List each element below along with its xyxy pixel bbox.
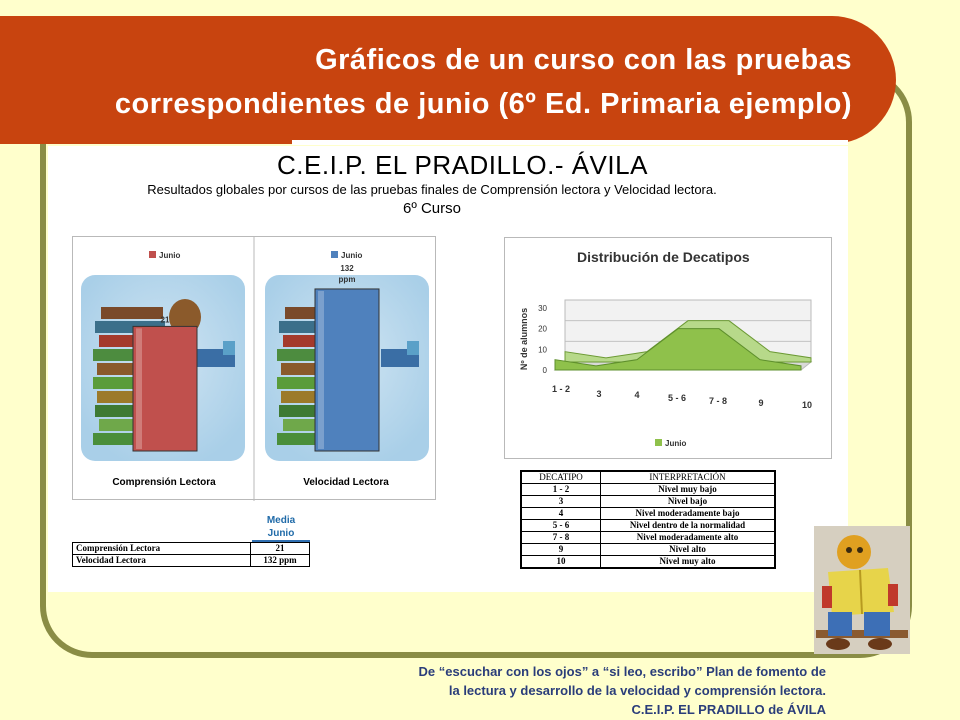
slide-footer: De “escuchar con los ojos” a “si leo, es… [419,662,826,719]
reading-child-illustration [814,526,910,654]
bar-charts-svg: Junio 21 Comprensión Lectora Junio 132 ppm Vel… [81,237,429,501]
legend-label: Junio [341,251,362,260]
x-tick-label: 3 [596,389,601,399]
media-header: Media Junio [252,514,310,540]
decatipo-chart-svg: Distribución de Decatipos 0 10 20 30 Nº de al… [519,249,813,448]
media-header-rule [252,540,310,542]
y-tick-label: 0 [543,366,548,375]
table-row: 7 - 8 Nivel moderadamente alto [520,531,776,544]
table-row: Comprensión Lectora 21 [72,542,310,555]
slide-title-line2: correspondientes de junio (6º Ed. Primar… [114,88,852,120]
child-arm [822,586,832,608]
media-value-cell: 132 ppm [250,554,310,567]
table-row: 1 - 2 Nivel muy bajo [520,483,776,496]
child-shoe [868,638,892,650]
bar-charts-panel: Junio 21 Comprensión Lectora Junio 132 ppm Vel… [72,236,436,501]
book-spine [859,569,863,615]
child-leg [828,612,852,636]
interp-decatipo-cell: 1 - 2 [520,483,601,496]
table-row: 9 Nivel alto [520,543,776,556]
interp-text-cell: Nivel alto [600,543,776,556]
interp-text-cell: Nivel moderadamente alto [600,531,776,544]
child-eye [846,547,852,553]
category-label: Comprensión Lectora [112,477,216,488]
bar-chart-layer: Junio 21 Comprensión Lectora Junio 132 ppm Vel… [112,251,389,488]
child-arm [888,584,898,606]
interp-decatipo-cell: 9 [520,543,601,556]
table-row: Velocidad Lectora 132 ppm [72,554,310,567]
legend-label: Junio [665,439,686,448]
course-label: 6º Curso [402,200,461,217]
interp-decatipo-cell: 5 - 6 [520,519,601,532]
decatipo-chart-panel: Distribución de Decatipos 0 10 20 30 Nº de al… [504,237,832,459]
decatipo-chart-layer: Distribución de Decatipos 0 10 20 30 Nº de al… [519,249,813,448]
x-tick-label: 9 [758,398,763,408]
y-tick-label: 10 [538,345,547,354]
interp-header-decatipo: DECATIPO [520,470,601,484]
x-tick-label: 7 - 8 [709,396,727,406]
area-series [554,328,802,371]
school-title: C.E.I.P. EL PRADILLO.- ÁVILA [277,150,648,180]
slide-title-line1: Gráficos de un curso con las pruebas [315,44,852,76]
media-label-cell: Velocidad Lectora [72,554,251,567]
child-shoe [826,638,850,650]
footer-line2: la lectura y desarrollo de la velocidad … [448,683,826,698]
bar [132,325,198,452]
reading-child-svg [814,526,910,654]
title-bar: Gráficos de un curso con las pruebas cor… [0,16,896,145]
media-table: Comprensión Lectora 21 Velocidad Lectora… [72,542,310,567]
y-tick-label: 20 [538,325,547,334]
table-row: 4 Nivel moderadamente bajo [520,507,776,520]
category-label: Velocidad Lectora [303,477,389,488]
legend-label: Junio [159,251,180,260]
interp-header-row: DECATIPO INTERPRETACIÓN [520,470,776,484]
table-row: 5 - 6 Nivel dentro de la normalidad [520,519,776,532]
x-tick-label: 1 - 2 [552,384,570,394]
child-leg [864,612,890,636]
table-row: 10 Nivel muy alto [520,555,776,569]
interp-header-interpretacion: INTERPRETACIÓN [600,470,776,484]
decatipo-interpretation-table: DECATIPO INTERPRETACIÓN 1 - 2 Nivel muy b… [520,470,776,569]
bar-highlight [318,290,324,449]
y-axis-label: Nº de alumnos [519,308,529,370]
legend-swatch [655,439,662,446]
footer-line1: De “escuchar con los ojos” a “si leo, es… [418,664,826,679]
interp-decatipo-cell: 10 [520,555,601,569]
slide-title: Gráficos de un curso con las pruebas cor… [32,38,852,126]
interp-decatipo-cell: 4 [520,507,601,520]
interp-decatipo-cell: 7 - 8 [520,531,601,544]
x-tick-label: 4 [634,390,639,400]
report-subtitle: Resultados globales por cursos de las pr… [147,182,717,197]
legend-swatch [331,251,338,258]
media-header-line1: Media [266,515,296,526]
y-tick-label: 30 [538,304,547,313]
interp-text-cell: Nivel bajo [600,495,776,508]
title-underline [292,140,848,145]
interp-text-cell: Nivel moderadamente bajo [600,507,776,520]
data-label: 132 [340,264,354,273]
x-tick-label: 10 [802,400,812,410]
interp-decatipo-cell: 3 [520,495,601,508]
media-label-cell: Comprensión Lectora [72,542,251,555]
media-header-line2: Junio [267,528,295,539]
data-label: ppm [339,275,356,284]
child-eye [857,547,863,553]
book-shape [101,307,163,319]
table-row: 3 Nivel bajo [520,495,776,508]
child-head [837,535,871,569]
data-label: 21 [161,315,170,324]
interp-text-cell: Nivel dentro de la normalidad [600,519,776,532]
bar [314,288,380,452]
media-value-cell: 21 [250,542,310,555]
interp-text-cell: Nivel muy alto [600,555,776,569]
bench-shape [816,630,908,638]
legend-swatch [149,251,156,258]
footer-line3: C.E.I.P. EL PRADILLO de ÁVILA [631,702,826,717]
reader-shoe [407,341,419,355]
interp-text-cell: Nivel muy bajo [600,483,776,496]
x-tick-label: 5 - 6 [668,393,686,403]
chart-title: Distribución de Decatipos [577,249,750,265]
bar-highlight [136,328,142,449]
reader-shoe [223,341,235,355]
